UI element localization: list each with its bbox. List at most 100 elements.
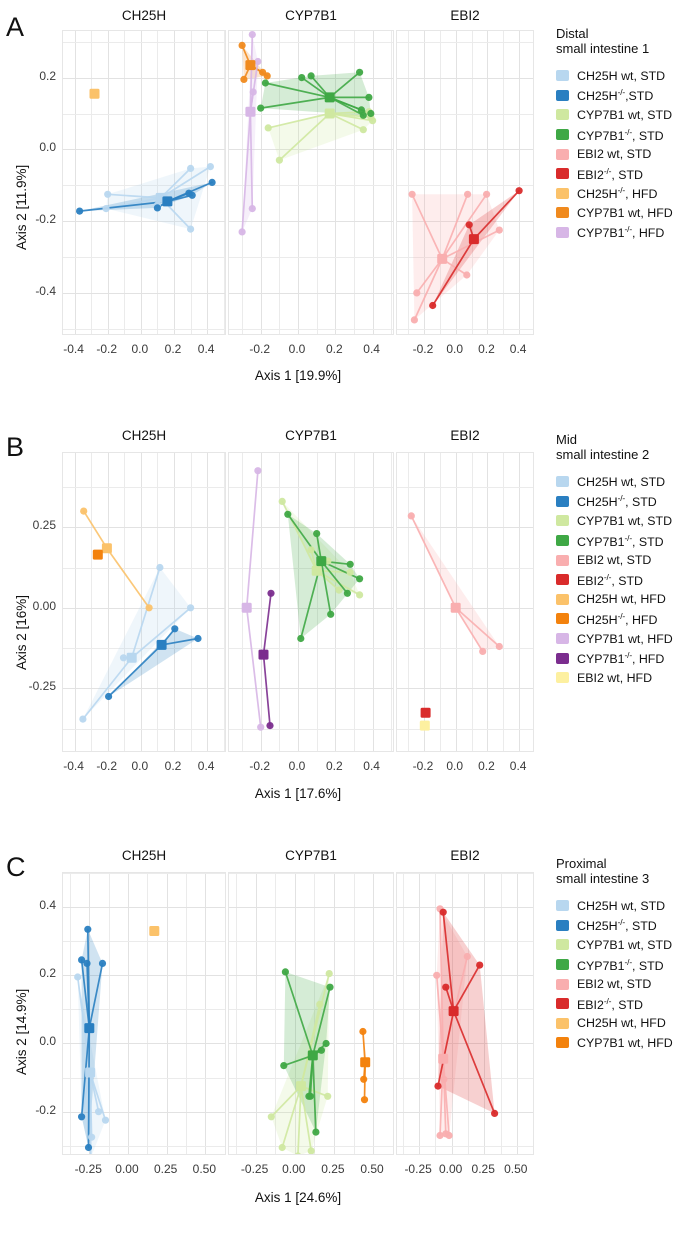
legend-swatch [556, 900, 569, 912]
legend-item[interactable]: EBI2 wt, STD [556, 144, 694, 164]
data-point [413, 289, 421, 297]
legend-item[interactable]: CYP7B1 wt, STD [556, 935, 694, 955]
grid-line-vertical [140, 31, 142, 334]
legend-item[interactable]: CYP7B1-/-, STD [556, 125, 694, 145]
group-centroid [84, 1023, 95, 1034]
grid-line-horizontal [229, 185, 393, 187]
legend-item[interactable]: CH25H-/-, HFD [556, 609, 694, 629]
data-point [153, 204, 161, 212]
legend-swatch [556, 613, 569, 625]
panel-letter-a: A [6, 12, 25, 42]
legend-item[interactable]: CH25H-/-, HFD [556, 184, 694, 204]
legend-item[interactable]: CYP7B1-/-, HFD [556, 648, 694, 668]
data-point [208, 178, 216, 186]
legend-item[interactable]: EBI2-/-, STD [556, 570, 694, 590]
legend-item[interactable]: CH25H-/-,STD [556, 86, 694, 106]
group-centroid [437, 253, 448, 264]
grid-line-horizontal [63, 527, 225, 529]
centroid-spoke [452, 964, 481, 1012]
legend-item-label: CYP7B1 wt, STD [577, 107, 673, 122]
x-tick-label: 0.0 [288, 342, 306, 356]
data-point [305, 1092, 313, 1100]
legend-item[interactable]: CYP7B1-/-, HFD [556, 223, 694, 243]
centroid-spoke [78, 200, 169, 212]
legend-item[interactable]: CH25H-/-, STD [556, 492, 694, 512]
grid-line-horizontal [63, 688, 225, 690]
grid-line-vertical [108, 873, 110, 1154]
grid-line-vertical [223, 31, 225, 334]
grid-line-vertical [279, 31, 281, 334]
y-tick-label: 0.2 [39, 966, 56, 981]
legend-items: CH25H wt, STD CH25H-/-,STD CYP7B1 wt, STD C… [556, 66, 694, 242]
legend-item[interactable]: EBI2 wt, HFD [556, 668, 694, 688]
centroid-spoke [454, 606, 484, 653]
data-point [187, 604, 195, 612]
x-tick-label: 0.0 [446, 342, 464, 356]
grid-line-horizontal [229, 648, 393, 650]
grid-line-vertical [435, 873, 437, 1154]
x-tick-label: -0.4 [63, 342, 84, 356]
legend-item[interactable]: EBI2-/-, STD [556, 994, 694, 1014]
grid-line-horizontal [397, 486, 533, 488]
legend-item[interactable]: EBI2 wt, STD [556, 974, 694, 994]
legend-item-label: CH25H-/-, STD [577, 917, 657, 934]
group-centroid [85, 1067, 96, 1078]
legend-items: CH25H wt, STD CH25H-/-, STD CYP7B1 wt, STD… [556, 472, 694, 688]
data-point [87, 1154, 94, 1155]
legend-item[interactable]: CH25H wt, STD [556, 472, 694, 492]
x-tick-label: -0.4 [63, 759, 84, 773]
group-centroid [360, 1057, 371, 1068]
y-axis-label: Axis 2 [16%] [14, 594, 29, 670]
data-point [238, 41, 246, 49]
grid-line-vertical [127, 873, 129, 1154]
y-tick-label: 0.4 [39, 898, 56, 913]
grid-line-horizontal [397, 149, 533, 151]
x-axis-label: Axis 1 [19.9%] [254, 368, 342, 383]
facet-title-ch25h: CH25H [121, 428, 167, 443]
y-tick-label: 0.0 [39, 140, 56, 155]
legend-item[interactable]: CH25H-/-, STD [556, 916, 694, 936]
legend-item[interactable]: CH25H wt, STD [556, 896, 694, 916]
grid-line-horizontal [397, 328, 533, 330]
centroid-spoke [88, 962, 104, 1029]
centroid-spoke [328, 71, 361, 99]
legend-item[interactable]: CYP7B1-/-, STD [556, 955, 694, 975]
legend-item-label: EBI2 wt, STD [577, 147, 652, 162]
legend-item[interactable]: CH25H wt, STD [556, 66, 694, 86]
plot-area-cyp7b1 [228, 452, 394, 752]
data-point [495, 226, 503, 234]
legend-item[interactable]: CYP7B1 wt, HFD [556, 1033, 694, 1053]
grid-line-horizontal [397, 1043, 533, 1045]
legend-item[interactable]: CYP7B1-/-, STD [556, 531, 694, 551]
data-point [434, 1082, 442, 1090]
data-point [83, 959, 91, 967]
grid-line-vertical [74, 31, 76, 334]
legend-swatch [556, 168, 569, 180]
legend-item[interactable]: CYP7B1 wt, STD [556, 105, 694, 125]
x-tick-label: 0.0 [446, 759, 464, 773]
grid-line-horizontal [63, 328, 225, 330]
legend-item[interactable]: CYP7B1 wt, HFD [556, 203, 694, 223]
data-point [335, 586, 343, 594]
group-centroid [307, 1050, 318, 1061]
grid-line-horizontal [63, 486, 225, 488]
legend-item[interactable]: CYP7B1 wt, HFD [556, 629, 694, 649]
grid-line-vertical [335, 31, 337, 334]
legend-item[interactable]: EBI2-/-, STD [556, 164, 694, 184]
group-hull [438, 912, 495, 1114]
centroid-spoke [311, 986, 331, 1057]
legend-item[interactable]: EBI2 wt, STD [556, 550, 694, 570]
grid-line-vertical [467, 873, 469, 1154]
grid-line-vertical [335, 453, 337, 751]
legend-item[interactable]: CH25H wt, HFD [556, 1014, 694, 1034]
legend-item-label: EBI2-/-, STD [577, 995, 643, 1012]
grid-line-horizontal [229, 907, 393, 909]
legend-item[interactable]: CH25H wt, HFD [556, 590, 694, 610]
group-centroid [311, 565, 322, 576]
ordination-layer [79, 507, 202, 723]
grid-line-horizontal [229, 873, 393, 874]
data-point [267, 1113, 275, 1121]
centroid-spoke [259, 96, 331, 109]
group-centroid [316, 556, 327, 567]
legend-item[interactable]: CYP7B1 wt, STD [556, 511, 694, 531]
